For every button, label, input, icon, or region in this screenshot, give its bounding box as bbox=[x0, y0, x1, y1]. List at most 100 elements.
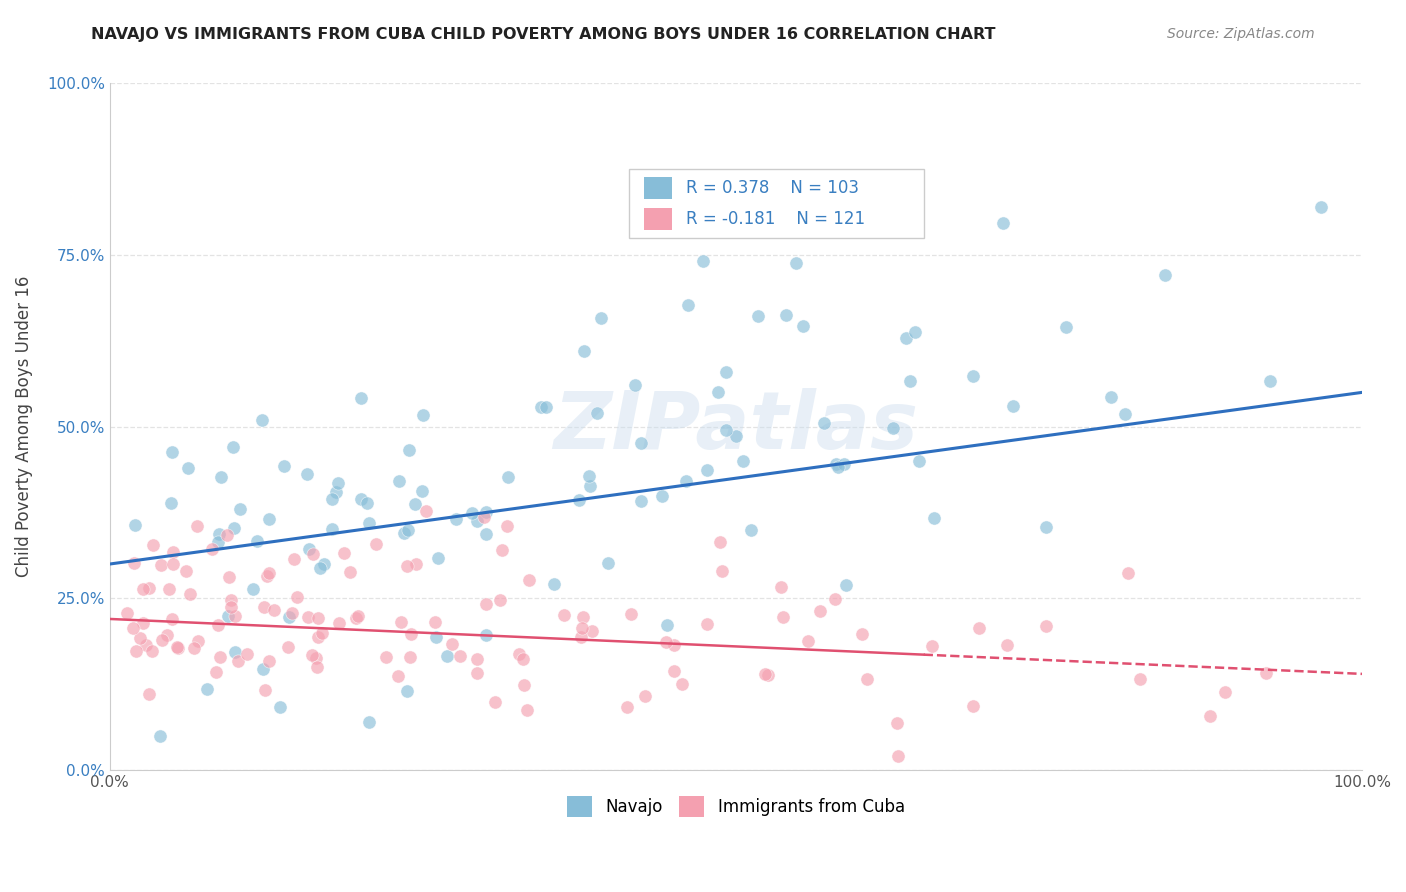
Point bbox=[364, 537, 387, 551]
Text: NAVAJO VS IMMIGRANTS FROM CUBA CHILD POVERTY AMONG BOYS UNDER 16 CORRELATION CHA: NAVAJO VS IMMIGRANTS FROM CUBA CHILD POV… bbox=[91, 27, 995, 42]
Bar bbox=[644, 178, 672, 200]
Point bbox=[285, 590, 308, 604]
FancyBboxPatch shape bbox=[630, 169, 924, 238]
Point bbox=[578, 468, 600, 483]
Point bbox=[589, 310, 612, 325]
Point bbox=[495, 519, 517, 533]
Point bbox=[651, 489, 673, 503]
Point bbox=[1035, 520, 1057, 534]
Point bbox=[280, 606, 302, 620]
Point bbox=[396, 523, 419, 537]
Point bbox=[187, 634, 209, 648]
Point bbox=[851, 627, 873, 641]
Point bbox=[714, 423, 737, 437]
Point bbox=[924, 510, 946, 524]
Point bbox=[696, 463, 718, 477]
Point bbox=[229, 501, 252, 516]
Point bbox=[467, 515, 489, 529]
Text: Source: ZipAtlas.com: Source: ZipAtlas.com bbox=[1167, 27, 1315, 41]
Point bbox=[772, 610, 794, 624]
Point bbox=[886, 716, 908, 731]
Point bbox=[769, 580, 792, 594]
Point bbox=[253, 600, 276, 615]
Point bbox=[259, 654, 281, 668]
Point bbox=[242, 582, 264, 596]
Point bbox=[516, 703, 538, 717]
Point bbox=[585, 406, 607, 420]
Point bbox=[149, 558, 172, 572]
Point bbox=[401, 627, 423, 641]
Point bbox=[835, 578, 858, 592]
Point bbox=[166, 641, 188, 656]
Point bbox=[142, 538, 165, 552]
Point bbox=[907, 454, 929, 468]
Point bbox=[425, 630, 447, 644]
Point bbox=[124, 556, 146, 570]
Point bbox=[166, 640, 188, 654]
Point bbox=[512, 651, 534, 665]
Point bbox=[236, 648, 259, 662]
Point bbox=[356, 496, 378, 510]
Text: R = 0.378    N = 103: R = 0.378 N = 103 bbox=[686, 179, 859, 197]
Point bbox=[426, 551, 449, 566]
Point bbox=[1254, 665, 1277, 680]
Point bbox=[209, 470, 232, 484]
Point bbox=[461, 506, 484, 520]
Point bbox=[221, 599, 243, 614]
Point bbox=[257, 566, 280, 580]
Point bbox=[474, 627, 496, 641]
Point bbox=[740, 523, 762, 537]
Point bbox=[395, 558, 418, 573]
Point bbox=[519, 573, 541, 587]
Point bbox=[716, 365, 738, 379]
Point bbox=[792, 318, 814, 333]
Point bbox=[186, 519, 208, 533]
Point bbox=[179, 587, 201, 601]
Point bbox=[208, 526, 231, 541]
Point bbox=[824, 592, 846, 607]
Point bbox=[449, 648, 471, 663]
Point bbox=[321, 491, 343, 506]
Point bbox=[217, 528, 239, 542]
Point bbox=[395, 684, 418, 698]
Point bbox=[1116, 566, 1139, 581]
Point bbox=[256, 568, 278, 582]
Point bbox=[921, 639, 943, 653]
Point bbox=[357, 714, 380, 729]
Point bbox=[894, 331, 917, 345]
Point bbox=[374, 649, 396, 664]
Point bbox=[253, 683, 276, 698]
Y-axis label: Child Poverty Among Boys Under 16: Child Poverty Among Boys Under 16 bbox=[15, 276, 32, 577]
Point bbox=[655, 635, 678, 649]
Point bbox=[357, 516, 380, 531]
Point bbox=[328, 615, 350, 630]
Point bbox=[138, 686, 160, 700]
Point bbox=[388, 475, 411, 489]
Point bbox=[150, 633, 173, 648]
Point bbox=[389, 615, 412, 629]
Point bbox=[309, 561, 332, 575]
Point bbox=[160, 445, 183, 459]
Point bbox=[207, 535, 229, 549]
Point bbox=[675, 474, 697, 488]
Point bbox=[404, 497, 426, 511]
Point bbox=[387, 669, 409, 683]
Point bbox=[219, 593, 242, 607]
Point bbox=[962, 699, 984, 714]
Point bbox=[160, 612, 183, 626]
Point bbox=[967, 621, 990, 635]
Point bbox=[630, 436, 652, 450]
Point bbox=[398, 443, 420, 458]
Point bbox=[534, 400, 557, 414]
Point bbox=[488, 593, 510, 607]
Point bbox=[508, 648, 530, 662]
Point bbox=[832, 457, 855, 471]
Point bbox=[297, 610, 319, 624]
Point bbox=[754, 667, 776, 681]
Point bbox=[676, 298, 699, 312]
Point bbox=[1213, 685, 1236, 699]
Point bbox=[122, 621, 145, 635]
Point bbox=[882, 421, 904, 435]
Point bbox=[581, 624, 603, 638]
Text: R = -0.181    N = 121: R = -0.181 N = 121 bbox=[686, 210, 865, 227]
